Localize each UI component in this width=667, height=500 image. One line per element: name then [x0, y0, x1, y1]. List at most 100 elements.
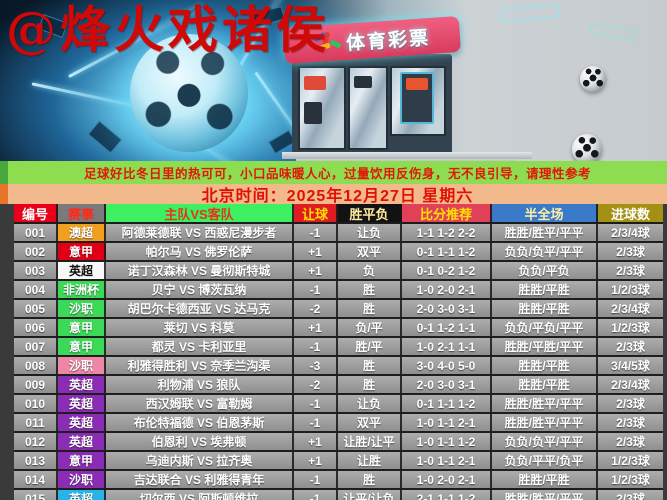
cell-handicap: -1	[294, 471, 338, 488]
cell-handicap: -1	[294, 224, 338, 241]
neon-doodle	[499, 2, 561, 24]
cell-handicap: +1	[294, 452, 338, 469]
header-win-draw-lose: 胜平负	[338, 204, 402, 222]
cell-number: 007	[14, 338, 58, 355]
league-badge: 意甲	[58, 319, 106, 336]
cell-half-full: 胜胜/平胜	[492, 357, 598, 374]
league-badge: 意甲	[58, 338, 106, 355]
cell-half-full: 胜胜/胜平/平平	[492, 490, 598, 500]
table-row: 004 非洲杯 贝宁 VS 博茨瓦纳 -1 胜 1-0 2-0 2-1 胜胜/平…	[14, 281, 663, 298]
cell-score-tips: 1-1 1-2 2-2	[402, 224, 492, 241]
cell-number: 009	[14, 376, 58, 393]
watermark-text: @烽火戏诸侯	[6, 0, 330, 59]
neon-doodle	[589, 22, 637, 42]
cell-teams: 都灵 VS 卡利亚里	[106, 338, 294, 355]
store-steps	[296, 159, 516, 161]
cell-teams: 乌迪内斯 VS 拉齐奥	[106, 452, 294, 469]
cell-handicap: -1	[294, 395, 338, 412]
cell-goals: 1/2/3球	[611, 454, 650, 468]
table-row: 009 英超 利物浦 VS 狼队 -2 胜 2-0 3-0 3-1 胜胜/平胜 …	[14, 376, 663, 393]
cell-handicap: +1	[294, 243, 338, 260]
cell-score-tips: 2-1 1-1 1-2	[402, 490, 492, 500]
league-badge: 意甲	[58, 243, 106, 260]
cell-half-full: 胜胜/平胜/平平	[492, 338, 598, 355]
cell-handicap: -2	[294, 376, 338, 393]
table-header-row: 编号 赛事 主队VS客队 让球 胜平负 比分推荐 半全场 进球数	[14, 204, 663, 224]
table-row: 008 沙职 利雅得胜利 VS 奈季兰沟渠 -3 胜 3-0 4-0 5-0 胜…	[14, 357, 663, 374]
table-row: 003 英超 诺丁汉森林 VS 曼彻斯特城 +1 负 0-1 0-2 1-2 负…	[14, 262, 663, 279]
header-score-tips: 比分推荐	[402, 204, 492, 222]
cell-win-draw-lose: 让负	[338, 224, 402, 241]
cell-teams: 切尔西 VS 阿斯顿维拉	[106, 490, 294, 500]
cell-number: 006	[14, 319, 58, 336]
cell-goals: 2/3球	[616, 435, 645, 449]
league-badge: 沙职	[58, 357, 106, 374]
cell-number: 010	[14, 395, 58, 412]
cell-handicap: -2	[294, 300, 338, 317]
cell-number: 005	[14, 300, 58, 317]
cell-number: 008	[14, 357, 58, 374]
cell-handicap: -1	[294, 338, 338, 355]
table-row: 012 英超 伯恩利 VS 埃弗顿 +1 让胜/让平 1-0 1-1 1-2 负…	[14, 433, 663, 450]
cell-goals: 2/3球	[616, 340, 645, 354]
cell-number: 011	[14, 414, 58, 431]
cell-score-tips: 0-1 1-1 1-2	[402, 395, 492, 412]
cell-handicap: +1	[294, 433, 338, 450]
cell-score-tips: 3-0 4-0 5-0	[402, 357, 492, 374]
cell-half-full: 胜胜/平胜	[492, 281, 598, 298]
cell-handicap: -1	[294, 414, 338, 431]
cell-teams: 帕尔马 VS 佛罗伦萨	[106, 243, 294, 260]
cell-goals: 1/2/3球	[611, 473, 650, 487]
header-teams: 主队VS客队	[106, 204, 294, 222]
cell-win-draw-lose: 胜	[338, 376, 402, 393]
cell-score-tips: 2-0 3-0 3-1	[402, 300, 492, 317]
cell-teams: 西汉姆联 VS 富勒姆	[106, 395, 294, 412]
store-poster	[304, 102, 322, 124]
cell-goals: 1/2/3球	[611, 283, 650, 297]
league-badge: 澳超	[58, 224, 106, 241]
table-row: 002 意甲 帕尔马 VS 佛罗伦萨 +1 双平 0-1 1-1 1-2 负负/…	[14, 243, 663, 260]
cell-half-full: 胜胜/平胜	[492, 471, 598, 488]
cell-goals: 2/3/4球	[611, 302, 650, 316]
store-sign-text: 体育彩票	[345, 27, 431, 55]
cell-teams: 阿德莱德联 VS 西惑尼漫步者	[106, 224, 294, 241]
table-row: 005 沙职 胡巴尔卡德西亚 VS 达马克 -2 胜 2-0 3-0 3-1 胜…	[14, 300, 663, 317]
cell-teams: 利雅得胜利 VS 奈季兰沟渠	[106, 357, 294, 374]
league-badge: 英超	[58, 395, 106, 412]
cell-goals: 2/3球	[616, 397, 645, 411]
cell-score-tips: 1-0 2-0 2-1	[402, 281, 492, 298]
cell-half-full: 胜胜/胜平/平平	[492, 414, 598, 431]
hero-banner: 体育彩票 @烽火戏诸侯	[0, 0, 667, 161]
header-handicap: 让球	[294, 204, 338, 222]
cell-number: 012	[14, 433, 58, 450]
league-badge: 英超	[58, 262, 106, 279]
cell-score-tips: 1-0 2-0 2-1	[402, 471, 492, 488]
matches-table: 编号 赛事 主队VS客队 让球 胜平负 比分推荐 半全场 进球数 001 澳超 …	[0, 204, 667, 500]
table-row: 001 澳超 阿德莱德联 VS 西惑尼漫步者 -1 让负 1-1 1-2 2-2…	[14, 224, 663, 241]
table-row: 011 英超 布伦特福德 VS 伯恩茅斯 -1 双平 1-0 1-1 2-1 胜…	[14, 414, 663, 431]
table-row: 015 英超 切尔西 VS 阿斯顿维拉 -1 让平/让负 2-1 1-1 1-2…	[14, 490, 663, 500]
cell-win-draw-lose: 让胜/让平	[338, 433, 402, 450]
notice-text: 足球好比冬日里的热可可，小口品味暖人心，过量饮用反伤身，无不良引导，请理性参考	[83, 167, 591, 181]
league-badge: 英超	[58, 414, 106, 431]
cell-number: 003	[14, 262, 58, 279]
cell-teams: 莱切 VS 科莫	[106, 319, 294, 336]
store-poster	[406, 78, 428, 90]
cell-win-draw-lose: 让负	[338, 395, 402, 412]
cell-score-tips: 0-1 0-2 1-2	[402, 262, 492, 279]
store-poster	[304, 76, 326, 90]
cell-win-draw-lose: 让平/让负	[338, 490, 402, 500]
cell-half-full: 胜胜/平胜	[492, 376, 598, 393]
cell-half-full: 胜胜/胜平/平平	[492, 395, 598, 412]
cell-win-draw-lose: 胜	[338, 357, 402, 374]
cell-win-draw-lose: 双平	[338, 243, 402, 260]
cell-goals: 2/3球	[616, 416, 645, 430]
soccer-ball-burst	[130, 34, 248, 152]
cell-score-tips: 1-0 1-1 2-1	[402, 452, 492, 469]
cell-goals: 1/2/3球	[611, 321, 650, 335]
cell-number: 004	[14, 281, 58, 298]
store-poster	[354, 76, 372, 88]
cell-goals: 2/3球	[616, 245, 645, 259]
cell-goals: 2/3球	[616, 492, 645, 500]
cell-goals: 3/4/5球	[611, 359, 650, 373]
